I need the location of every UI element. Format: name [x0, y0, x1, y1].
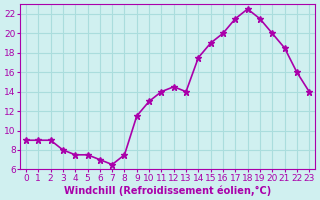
X-axis label: Windchill (Refroidissement éolien,°C): Windchill (Refroidissement éolien,°C) — [64, 185, 271, 196]
